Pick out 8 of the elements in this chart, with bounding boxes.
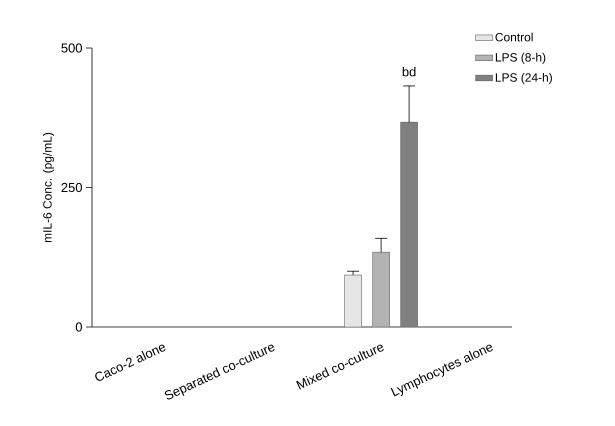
- legend-label: Control: [496, 32, 533, 42]
- y-tick-label: 500: [61, 43, 82, 53]
- annotation: bd: [402, 66, 416, 76]
- legend-label: LPS (24-h): [496, 72, 552, 84]
- y-tick-label: 0: [76, 322, 82, 332]
- y-axis-title: mIL-6 Conc. (pg/mL): [42, 132, 54, 242]
- legend-label: LPS (8-h): [496, 52, 546, 64]
- y-tick-label: 250: [62, 182, 82, 192]
